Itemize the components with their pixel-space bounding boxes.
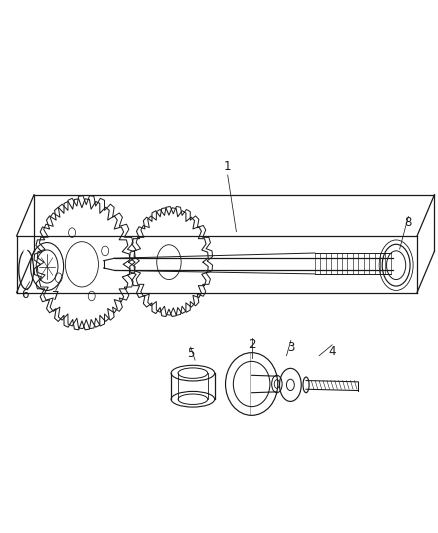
- Text: 4: 4: [328, 345, 336, 358]
- Text: 5: 5: [187, 347, 194, 360]
- Text: 7: 7: [52, 290, 60, 303]
- Text: 1: 1: [224, 160, 231, 173]
- Text: 2: 2: [248, 338, 255, 351]
- Text: 3: 3: [287, 341, 294, 353]
- Text: 8: 8: [405, 216, 412, 230]
- Text: 6: 6: [21, 288, 29, 301]
